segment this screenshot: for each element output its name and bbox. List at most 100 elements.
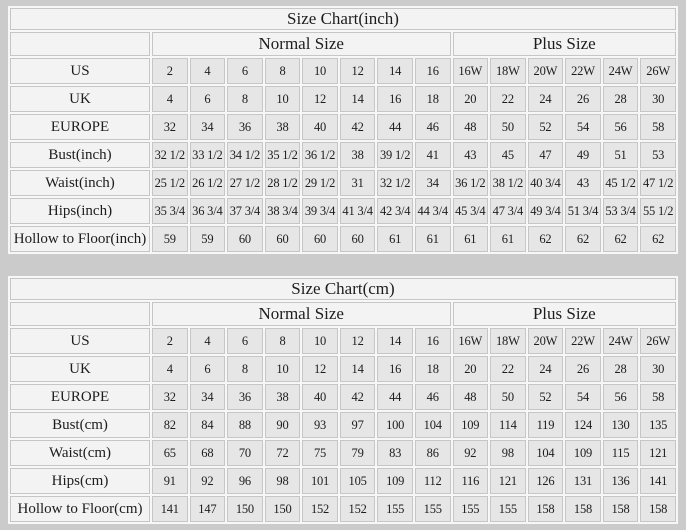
size-cell: 97 [339,412,376,438]
size-cell: 92 [452,440,489,466]
size-cell: 58 [640,384,676,410]
size-cell: 16W [452,58,489,84]
size-cell: 56 [602,384,639,410]
size-cell: 152 [339,496,376,522]
row-label: Bust(cm) [10,412,150,438]
size-cell: 24 [527,86,564,112]
size-cell: 24W [602,328,639,354]
size-cell: 36 [227,114,263,140]
size-cell: 62 [527,226,564,252]
row-label: UK [10,86,150,112]
size-chart-cm-table: Size Chart(cm) Normal Size Plus Size US 2… [8,276,678,524]
row-label: Waist(inch) [10,170,150,196]
size-cell: 109 [377,468,413,494]
table-row: Hips(cm) 91 92 96 98 101 105 109 112 116 121 126 131… [10,468,676,494]
size-cell: 35 1/2 [264,142,301,168]
chart-body: US 2 4 6 8 10 12 14 16 16W 18W 20W 22W 24W 26W UK 4 6 8 10 1… [10,328,676,522]
size-cell: 32 [152,384,188,410]
size-cell: 14 [377,328,413,354]
row-label: UK [10,356,150,382]
size-cell: 52 [527,114,564,140]
size-cell: 42 [339,384,376,410]
size-cell: 136 [602,468,639,494]
size-cell: 10 [264,86,301,112]
size-cell: 109 [565,440,601,466]
size-cell: 6 [227,328,263,354]
size-cell: 34 1/2 [227,142,263,168]
size-cell: 20 [452,86,489,112]
group-header-row: Normal Size Plus Size [10,32,676,56]
size-cell: 40 [302,114,338,140]
size-cell: 28 [602,86,639,112]
size-cell: 29 1/2 [302,170,338,196]
size-cell: 104 [414,412,451,438]
size-cell: 83 [377,440,413,466]
row-label: EUROPE [10,384,150,410]
size-cell: 147 [189,496,226,522]
size-cell: 46 [414,114,451,140]
table-row: UK 4 6 8 10 12 14 16 18 20 22 24 26 28 30 [10,356,676,382]
size-cell: 41 [414,142,451,168]
size-cell: 88 [227,412,263,438]
size-cell: 25 1/2 [152,170,188,196]
size-cell: 135 [640,412,676,438]
size-cell: 92 [189,468,226,494]
size-cell: 43 [565,170,601,196]
size-cell: 34 [189,114,226,140]
size-cell: 37 3/4 [227,198,263,224]
size-cell: 115 [602,440,639,466]
size-cell: 44 [377,384,413,410]
size-cell: 131 [565,468,601,494]
size-cell: 42 3/4 [377,198,413,224]
size-cell: 54 [565,114,601,140]
size-cell: 46 [414,384,451,410]
size-cell: 100 [377,412,413,438]
size-cell: 8 [264,58,301,84]
corner-cell [10,302,150,326]
table-row: US 2 4 6 8 10 12 14 16 16W 18W 20W 22W 24W 26W [10,328,676,354]
corner-cell [10,32,150,56]
size-cell: 18 [414,356,451,382]
size-cell: 53 3/4 [602,198,639,224]
size-cell: 14 [339,356,376,382]
size-cell: 36 1/2 [452,170,489,196]
table-row: Hollow to Floor(inch) 59 59 60 60 60 60 61 61 61 6… [10,226,676,252]
size-cell: 16 [414,328,451,354]
size-chart-cm-section: Size Chart(cm) Normal Size Plus Size US 2… [8,254,678,524]
size-cell: 4 [152,356,188,382]
size-cell: 24 [527,356,564,382]
size-cell: 121 [490,468,526,494]
size-cell: 84 [189,412,226,438]
size-cell: 158 [565,496,601,522]
size-cell: 16W [452,328,489,354]
size-cell: 155 [377,496,413,522]
size-cell: 6 [189,86,226,112]
size-cell: 39 3/4 [302,198,338,224]
size-cell: 62 [640,226,676,252]
size-cell: 61 [377,226,413,252]
size-cell: 44 3/4 [414,198,451,224]
size-cell: 18W [490,58,526,84]
size-cell: 50 [490,114,526,140]
size-cell: 61 [452,226,489,252]
size-cell: 26 [565,356,601,382]
size-cell: 14 [377,58,413,84]
size-cell: 65 [152,440,188,466]
size-cell: 93 [302,412,338,438]
table-row: EUROPE 32 34 36 38 40 42 44 46 48 50 52 54 56 58 [10,384,676,410]
group-header-plus-size: Plus Size [452,32,676,56]
size-cell: 8 [227,86,263,112]
size-cell: 150 [227,496,263,522]
size-cell: 12 [339,328,376,354]
table-row: Hollow to Floor(cm) 141 147 150 150 152 152 155… [10,496,676,522]
size-cell: 150 [264,496,301,522]
row-label: EUROPE [10,114,150,140]
size-cell: 32 [152,114,188,140]
size-cell: 58 [640,114,676,140]
size-cell: 96 [227,468,263,494]
size-cell: 36 [227,384,263,410]
size-cell: 14 [339,86,376,112]
size-cell: 62 [602,226,639,252]
size-cell: 8 [264,328,301,354]
